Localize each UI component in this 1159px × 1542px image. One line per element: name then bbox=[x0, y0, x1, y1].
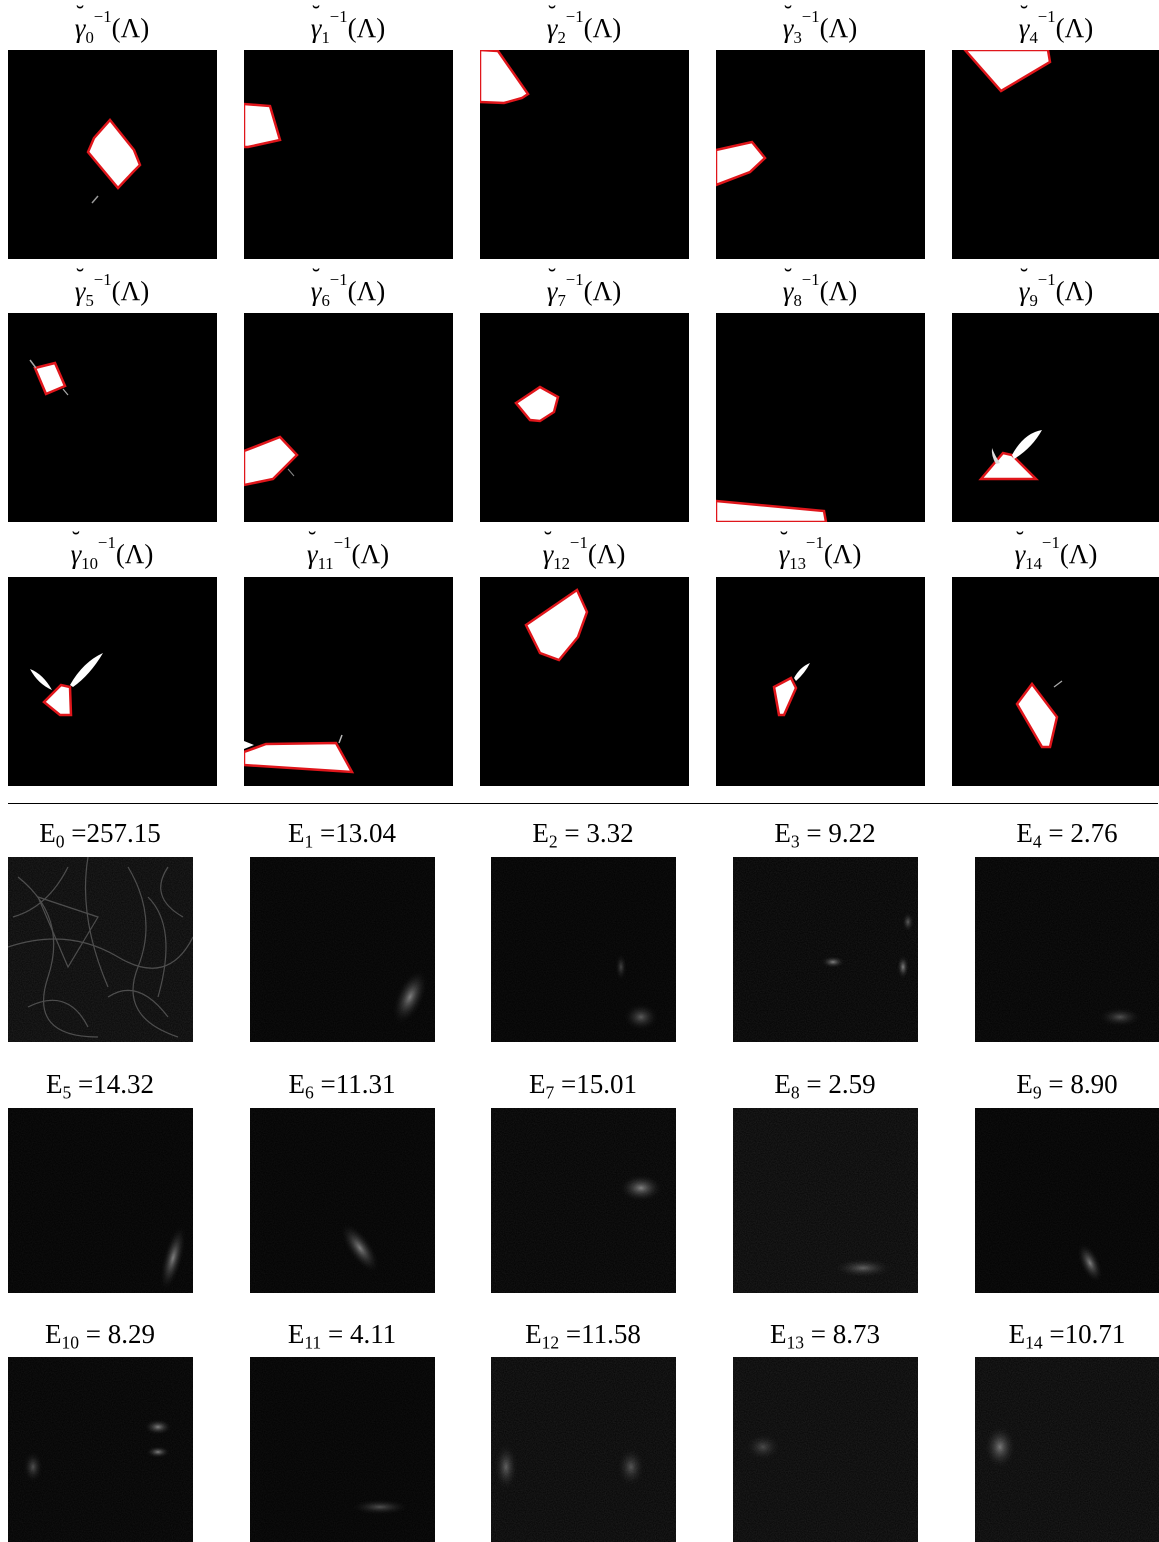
mask-region bbox=[1015, 681, 1059, 749]
mask-title: γ6−1(Λ) bbox=[228, 262, 468, 309]
mask-region bbox=[978, 451, 1040, 481]
mask-title: γ7−1(Λ) bbox=[464, 262, 704, 309]
mask-panel bbox=[8, 313, 217, 522]
error-label: E2 = 3.32 bbox=[532, 818, 634, 852]
mask-region bbox=[772, 676, 798, 717]
mask-title: γ8−1(Λ) bbox=[700, 262, 940, 309]
error-label: E3 = 9.22 bbox=[774, 818, 876, 852]
mask-petal bbox=[70, 653, 103, 687]
mask-region bbox=[42, 683, 73, 717]
error-map bbox=[733, 857, 918, 1042]
mask-title: γ0−1(Λ) bbox=[0, 0, 232, 46]
mask-title: γ12−1(Λ) bbox=[464, 525, 704, 572]
error-label: E11 = 4.11 bbox=[287, 1319, 397, 1353]
mask-petal bbox=[1012, 430, 1042, 459]
mask-petal bbox=[794, 663, 810, 681]
section-divider bbox=[8, 803, 1158, 804]
mask-panel bbox=[952, 313, 1159, 522]
mask-region bbox=[524, 588, 589, 662]
mask-petal bbox=[991, 448, 1000, 464]
error-label: E1 =13.04 bbox=[288, 818, 396, 852]
error-label: E4 = 2.76 bbox=[1016, 818, 1118, 852]
mask-speck bbox=[287, 468, 295, 477]
mask-title: γ5−1(Λ) bbox=[0, 262, 232, 309]
mask-panel bbox=[480, 313, 689, 522]
mask-region bbox=[716, 499, 828, 522]
mask-panel bbox=[716, 50, 925, 259]
mask-region bbox=[33, 361, 67, 396]
error-label: E12 =11.58 bbox=[525, 1319, 641, 1353]
error-label: E5 =14.32 bbox=[46, 1069, 154, 1103]
error-map bbox=[250, 857, 435, 1042]
mask-fragment bbox=[244, 741, 254, 749]
error-label: E0 =257.15 bbox=[39, 818, 161, 852]
mask-region bbox=[86, 118, 142, 190]
mask-panel bbox=[952, 577, 1159, 786]
mask-region bbox=[244, 435, 299, 487]
mask-title: γ1−1(Λ) bbox=[228, 0, 468, 46]
mask-speck bbox=[338, 734, 343, 744]
mask-panel bbox=[244, 577, 453, 786]
error-label: E9 = 8.90 bbox=[1016, 1069, 1118, 1103]
error-label: E13 = 8.73 bbox=[769, 1319, 880, 1353]
error-label: E6 =11.31 bbox=[288, 1069, 396, 1103]
mask-title: γ14−1(Λ) bbox=[936, 525, 1159, 572]
mask-panel bbox=[952, 50, 1159, 259]
error-map bbox=[733, 1357, 918, 1542]
error-label: E8 = 2.59 bbox=[774, 1069, 876, 1103]
error-map bbox=[8, 857, 193, 1042]
mask-panel bbox=[716, 313, 925, 522]
mask-title: γ3−1(Λ) bbox=[700, 0, 940, 46]
mask-panel bbox=[8, 577, 217, 786]
error-map bbox=[8, 1108, 193, 1293]
mask-title: γ9−1(Λ) bbox=[936, 262, 1159, 309]
mask-region bbox=[244, 741, 355, 774]
mask-speck bbox=[91, 195, 99, 204]
mask-speck bbox=[62, 388, 69, 396]
error-map bbox=[975, 1108, 1159, 1293]
error-label: E10 = 8.29 bbox=[44, 1319, 155, 1353]
mask-petal bbox=[30, 669, 52, 690]
mask-title: γ10−1(Λ) bbox=[0, 525, 232, 572]
mask-panel bbox=[480, 50, 689, 259]
mask-speck bbox=[1053, 680, 1063, 688]
mask-region bbox=[480, 50, 530, 105]
error-map bbox=[975, 1357, 1159, 1542]
error-map bbox=[733, 1108, 918, 1293]
mask-panel bbox=[244, 313, 453, 522]
mask-title: γ11−1(Λ) bbox=[228, 525, 468, 572]
error-label: E14 =10.71 bbox=[1008, 1319, 1126, 1353]
mask-panel bbox=[244, 50, 453, 259]
mask-speck bbox=[29, 359, 37, 369]
mask-panel bbox=[716, 577, 925, 786]
mask-region bbox=[963, 50, 1052, 93]
mask-region bbox=[244, 102, 282, 149]
error-label: E7 =15.01 bbox=[529, 1069, 637, 1103]
error-map bbox=[250, 1108, 435, 1293]
error-map bbox=[250, 1357, 435, 1542]
mask-panel bbox=[480, 577, 689, 786]
mask-region bbox=[716, 140, 767, 187]
mask-title: γ4−1(Λ) bbox=[936, 0, 1159, 46]
mask-panel bbox=[8, 50, 217, 259]
error-map bbox=[975, 857, 1159, 1042]
error-map bbox=[491, 1357, 676, 1542]
mask-title: γ13−1(Λ) bbox=[700, 525, 940, 572]
error-map bbox=[8, 1357, 193, 1542]
mask-region bbox=[514, 385, 560, 423]
mask-title: γ2−1(Λ) bbox=[464, 0, 704, 46]
error-map bbox=[491, 857, 676, 1042]
error-map bbox=[491, 1108, 676, 1293]
